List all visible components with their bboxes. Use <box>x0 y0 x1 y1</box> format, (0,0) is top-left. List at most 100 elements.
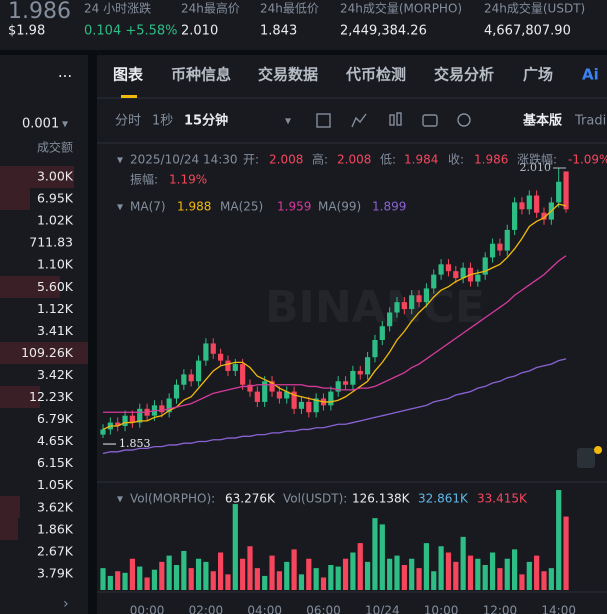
volume-bar <box>269 555 275 590</box>
interval[interactable]: 15分钟 <box>184 113 228 129</box>
volume-bar <box>445 552 452 590</box>
tab[interactable]: 币种信息 <box>171 66 231 84</box>
mode[interactable]: 基本版 <box>522 113 562 129</box>
volume-bar <box>475 558 481 590</box>
stat-label: 24h成交量(MORPHO) <box>340 1 462 16</box>
candle-body <box>181 374 187 385</box>
volume-bar <box>203 561 209 590</box>
candle-body <box>247 384 253 392</box>
trade-amount: 711.83 <box>29 235 73 250</box>
x-tick-label: 10/24 <box>365 604 400 614</box>
tab[interactable]: 交易数据 <box>258 66 318 84</box>
x-tick-label: 02:00 <box>189 604 224 614</box>
trade-amount: 12.23K <box>29 389 74 404</box>
candle-body <box>284 391 290 399</box>
arrow[interactable]: › <box>63 596 69 612</box>
interval[interactable]: 分时 <box>115 114 141 129</box>
mode-alt[interactable]: Tradin <box>574 114 607 129</box>
stat-value: 2.010 <box>181 24 218 39</box>
volume-bar <box>335 566 341 590</box>
high-label: 2.010 <box>520 161 552 174</box>
x-tick-label: 10:00 <box>424 604 459 614</box>
trade-amount: 1.10K <box>37 257 74 272</box>
tab[interactable]: 交易分析 <box>434 66 494 84</box>
volume-bar <box>365 561 371 590</box>
volume-bar <box>438 546 444 590</box>
candle-body <box>482 257 488 275</box>
trade-amount: 2.67K <box>37 543 74 558</box>
info-label: 涨跌幅: <box>517 152 557 167</box>
menu[interactable]: ··· <box>58 68 72 86</box>
chart-panel <box>97 55 607 614</box>
trade-amount: 1.05K <box>37 477 74 492</box>
volume-bar <box>563 516 569 590</box>
info-time: 2025/10/24 14:30 <box>130 153 238 167</box>
candle-body <box>313 398 319 413</box>
candle-body <box>173 384 180 399</box>
volume-bar <box>328 565 334 590</box>
candle-body <box>129 415 135 423</box>
ma-label: MA(7) <box>130 200 166 214</box>
volume-bar <box>453 561 459 590</box>
tab[interactable]: 代币检测 <box>345 66 406 84</box>
candle-body <box>262 381 268 402</box>
candle-body <box>166 398 172 413</box>
candle-body <box>335 381 341 392</box>
stat-value: 4,667,807.90 <box>484 24 571 39</box>
tab[interactable]: Ai <box>582 66 599 84</box>
candle-body <box>240 364 246 385</box>
ma-value: 1.959 <box>277 200 311 214</box>
volume-bar <box>342 558 349 590</box>
caret[interactable]: ▾ <box>117 153 123 167</box>
volume-bar <box>240 558 246 590</box>
volume-bar <box>137 566 143 590</box>
stat-label: 24h最低价 <box>260 2 319 16</box>
plot <box>100 168 569 455</box>
volume-bar <box>166 555 172 590</box>
tab[interactable]: 图表 <box>113 66 144 84</box>
volume-bar <box>379 524 385 590</box>
stat-label: 24h成交量(USDT) <box>484 1 585 16</box>
step-select[interactable]: 0.001 <box>22 117 59 132</box>
toolbar-icons[interactable] <box>316 112 471 128</box>
info-value: -1.09% <box>568 153 607 167</box>
candle-body <box>195 360 202 382</box>
volume-bar <box>107 575 113 590</box>
candle-body <box>423 288 429 303</box>
caret[interactable]: ▾ <box>117 492 123 506</box>
trade-amount: 3.62K <box>37 499 74 514</box>
candle-body <box>225 360 231 371</box>
caret[interactable]: ▾ <box>285 114 291 128</box>
vol-label: Vol(MORPHO): <box>130 492 215 506</box>
trade-amount: 6.15K <box>37 455 74 470</box>
caret[interactable]: ▾ <box>117 200 123 214</box>
low-label: 1.853 <box>119 437 151 450</box>
side-button[interactable] <box>577 448 595 468</box>
candle-body <box>438 264 444 275</box>
candle-body <box>416 295 422 303</box>
x-tick-label: 14:00 <box>541 604 576 614</box>
x-tick-label: 06:00 <box>306 604 341 614</box>
trade-amount: 109.26K <box>21 345 74 360</box>
usd-price: $1.98 <box>8 24 45 39</box>
stat-value: 0.104 +5.58% <box>84 24 178 39</box>
interval[interactable]: 1秒 <box>152 114 173 129</box>
volume-bar <box>489 552 496 590</box>
candle-body <box>342 381 349 385</box>
stat-value: 2,449,384.26 <box>340 24 427 39</box>
candle-body <box>188 374 194 382</box>
volume-bar <box>394 555 400 590</box>
volume-bar <box>144 577 150 590</box>
badge <box>594 446 602 454</box>
volume-bar <box>512 549 518 590</box>
tab[interactable]: 广场 <box>523 66 553 84</box>
ma-label: MA(99) <box>318 200 361 214</box>
trade-amount: 5.60K <box>37 279 74 294</box>
candle-body <box>497 243 503 251</box>
candle-body <box>159 405 165 413</box>
candle-body <box>365 357 371 375</box>
volume-bar <box>210 571 216 590</box>
trade-amount: 3.42K <box>37 367 74 382</box>
stat-label: 24h最高价 <box>181 1 240 16</box>
